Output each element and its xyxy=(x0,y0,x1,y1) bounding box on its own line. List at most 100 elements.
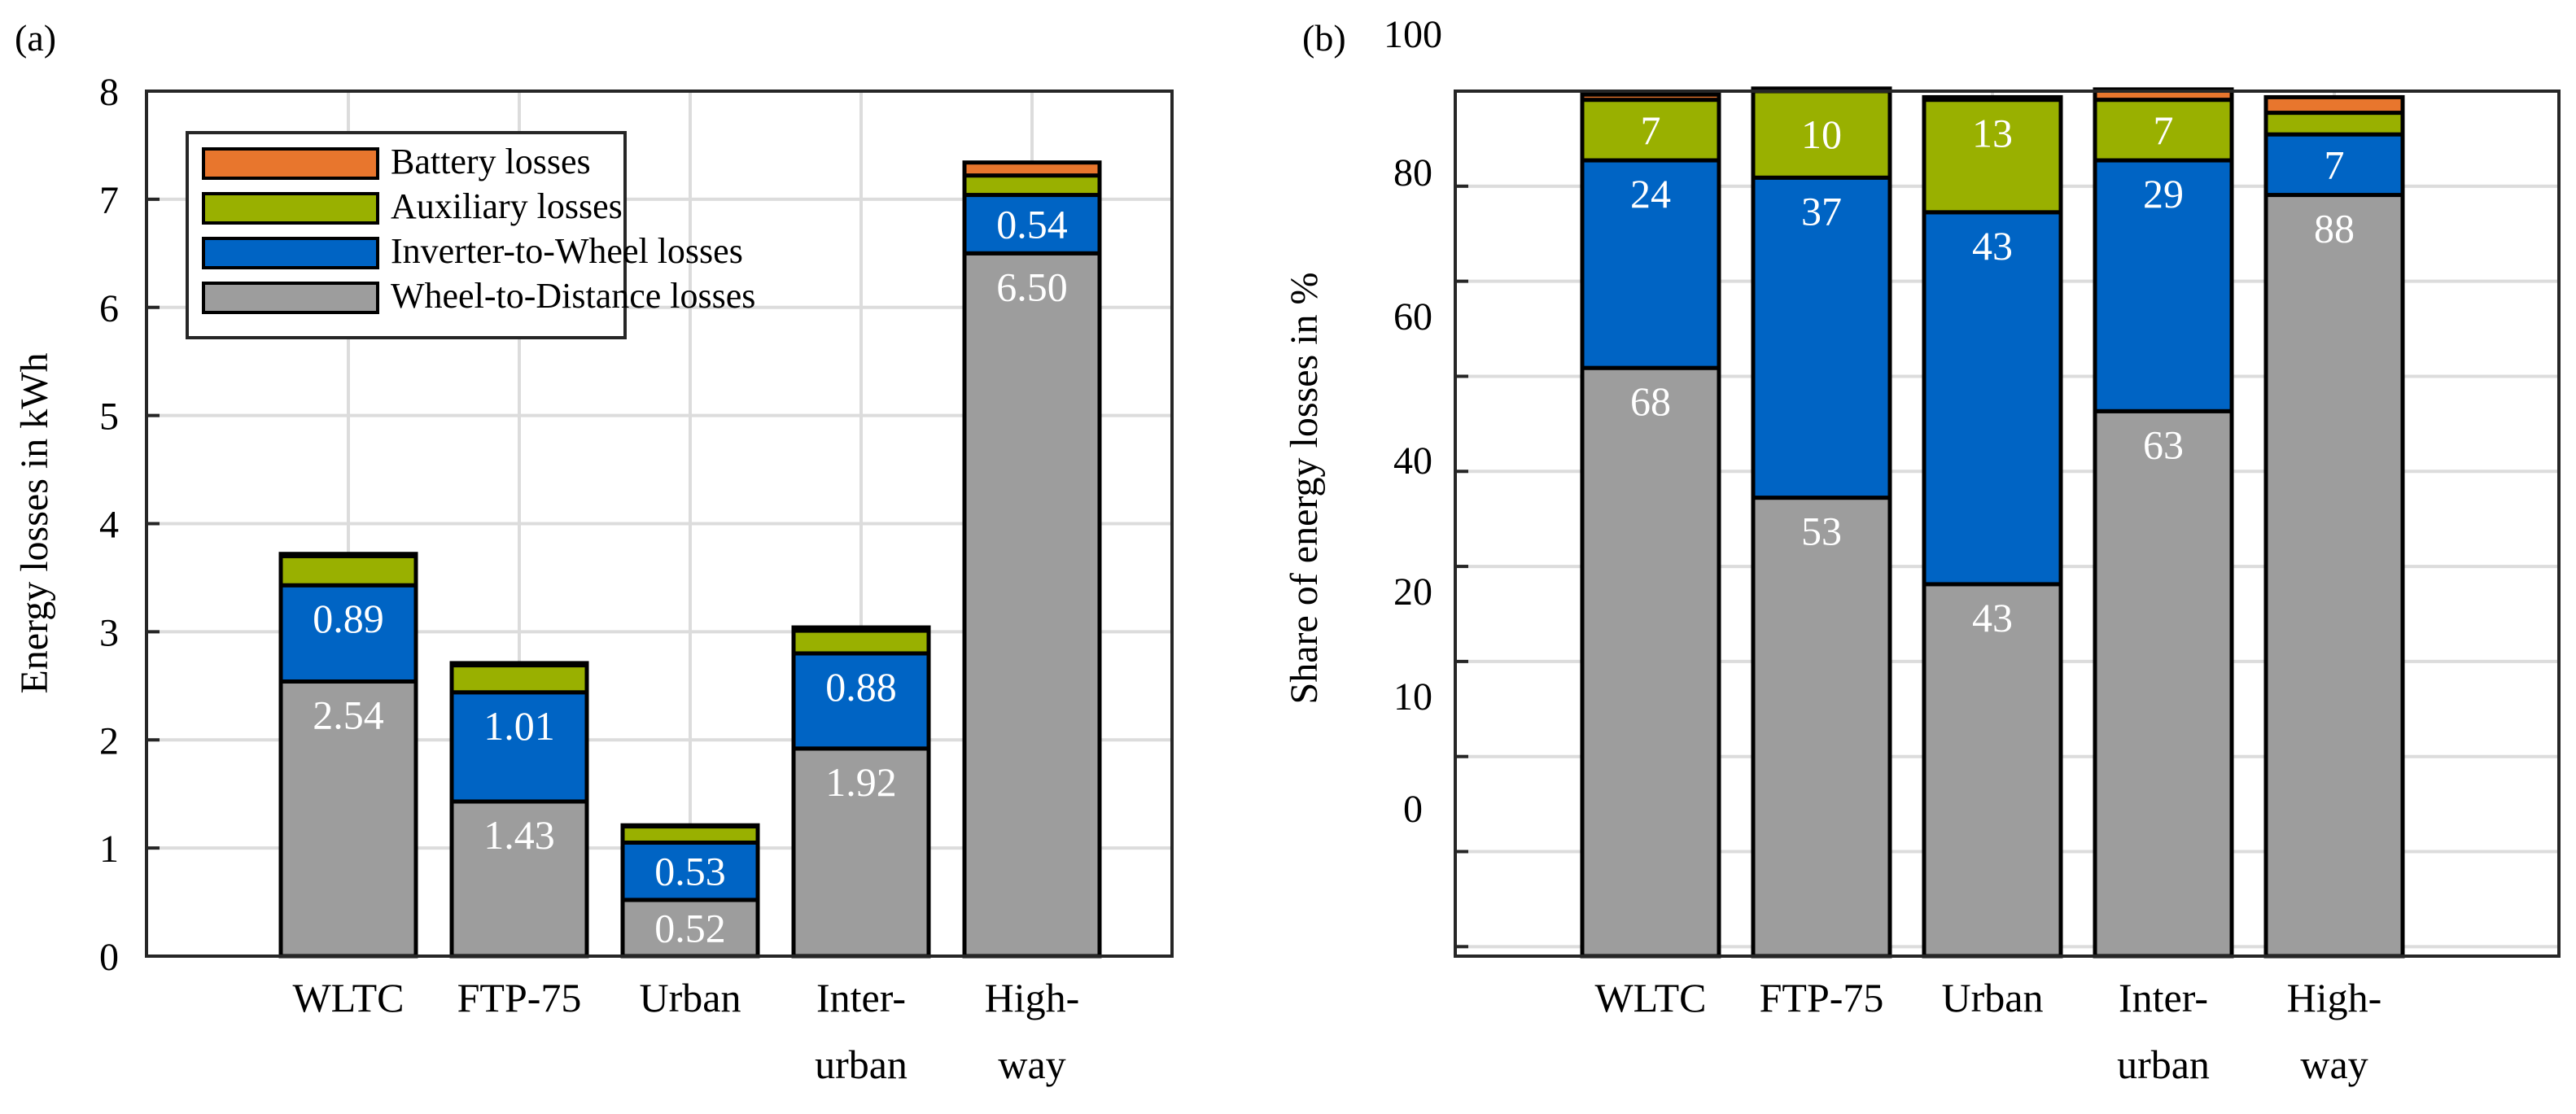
bar-segment-inverter-to-wheel-losses xyxy=(1922,210,2063,587)
bar-segment-battery-losses xyxy=(620,823,760,829)
data-label: 7 xyxy=(2154,107,2174,153)
y-tick-label: 5 xyxy=(99,395,119,439)
data-label: 43 xyxy=(1972,595,2013,640)
bar-segment-wheel-to-distance-losses xyxy=(791,746,931,959)
data-label: 43 xyxy=(1972,223,2013,269)
x-tick-label: urban xyxy=(2117,1042,2210,1087)
bar-segment-auxiliary-losses xyxy=(2263,111,2405,137)
data-label: 1.43 xyxy=(483,812,555,858)
data-label: 68 xyxy=(1630,378,1671,424)
panel-b: (b) 68 24 7 53 37 10 43 43 13 63 29 7 88 7 0 10 20 40 60 8… xyxy=(1283,13,2561,1087)
x-tick-label: FTP-75 xyxy=(457,975,582,1020)
bar-segment-battery-losses xyxy=(449,661,589,668)
bar-segment-auxiliary-losses xyxy=(1751,89,1892,180)
legend-label-inverter: Inverter-to-Wheel losses xyxy=(391,231,743,271)
legend: Battery losses Auxiliary losses Inverter… xyxy=(186,131,755,339)
data-label: 0.54 xyxy=(996,201,1068,247)
data-label: 0.88 xyxy=(825,664,897,710)
y-tick-label: 7 xyxy=(99,179,119,222)
y-tick-label: 3 xyxy=(99,611,119,654)
panel-a-y-ticks: 0 1 2 3 4 5 6 7 8 xyxy=(99,71,160,979)
bar-segment-inverter-to-wheel-losses xyxy=(1751,175,1892,500)
panel-a: (a) 2.54 0.89 1.43 1.01 0.52 0.53 1.92 0.88 6.50… xyxy=(13,17,1174,1087)
panel-b-label: (b) xyxy=(1302,17,1346,59)
x-tick-label: Urban xyxy=(640,975,741,1020)
legend-swatch-wheel xyxy=(202,282,379,314)
legend-item-inverter: Inverter-to-Wheel losses xyxy=(202,231,743,271)
bar-segment-battery-losses xyxy=(278,552,418,558)
bar-segment-inverter-to-wheel-losses xyxy=(1580,158,1721,370)
x-tick-label: way xyxy=(998,1042,1065,1087)
bar-segment-battery-losses xyxy=(962,160,1102,178)
x-tick-label: way xyxy=(2300,1042,2368,1087)
bar-segment-auxiliary-losses xyxy=(620,824,760,845)
panel-a-x-ticks: WLTC FTP-75 Urban Inter-urban High-way xyxy=(292,975,1079,1087)
bar-segment-wheel-to-distance-losses xyxy=(2093,408,2234,959)
data-label: 1.92 xyxy=(825,759,897,805)
bar-segment-auxiliary-losses xyxy=(1922,98,2063,215)
bar-segment-wheel-to-distance-losses xyxy=(1580,365,1721,959)
data-label: 0.89 xyxy=(313,596,384,641)
bar-segment-inverter-to-wheel-losses xyxy=(449,690,589,804)
data-label: 6.50 xyxy=(996,264,1068,309)
x-tick-label: High- xyxy=(2287,975,2382,1020)
data-label: 7 xyxy=(1641,107,1661,153)
legend-label-wheel: Wheel-to-Distance losses xyxy=(391,276,755,316)
legend-swatch-inverter xyxy=(202,237,379,269)
y-tick-label: 80 xyxy=(1393,151,1432,194)
data-label: 37 xyxy=(1801,188,1842,234)
data-label: 13 xyxy=(1972,111,2013,156)
legend-label-auxiliary: Auxiliary losses xyxy=(391,186,623,226)
legend-label-battery: Battery losses xyxy=(391,142,591,181)
panel-a-y-axis-label: Energy losses in kWh xyxy=(13,352,56,693)
bar-segment-battery-losses xyxy=(2263,94,2405,116)
y-tick-label: 40 xyxy=(1393,439,1432,483)
data-label: 0.52 xyxy=(654,905,726,950)
bar-segment-auxiliary-losses xyxy=(962,173,1102,198)
legend-swatch-battery xyxy=(202,147,379,180)
legend-swatch-auxiliary xyxy=(202,192,379,225)
bar-segment-wheel-to-distance-losses xyxy=(1922,582,2063,959)
x-tick-label: Urban xyxy=(1942,975,2044,1020)
x-tick-label: WLTC xyxy=(292,975,404,1020)
bar-segment-inverter-to-wheel-losses xyxy=(2093,158,2234,413)
legend-item-wheel: Wheel-to-Distance losses xyxy=(202,276,755,316)
bar-segment-battery-losses xyxy=(1922,94,2063,103)
bar-segment-auxiliary-losses xyxy=(278,553,418,588)
bar-segment-wheel-to-distance-losses xyxy=(2263,193,2405,959)
y-tick-label: 0 xyxy=(1403,788,1423,831)
panel-b-y-axis-label: Share of energy losses in % xyxy=(1283,273,1326,705)
y-tick-label: 4 xyxy=(99,504,119,547)
data-label: 88 xyxy=(2314,206,2355,251)
panel-b-x-ticks: WLTC FTP-75 Urban Inter-urban High-way xyxy=(1594,975,2381,1087)
bar-segment-auxiliary-losses xyxy=(791,628,931,656)
y-tick-label: 100 xyxy=(1384,13,1442,56)
data-label: 53 xyxy=(1801,509,1842,554)
panel-b-bars: 68 24 7 53 37 10 43 43 13 63 29 7 88 7 xyxy=(1580,86,2405,959)
data-label: 2.54 xyxy=(313,692,384,737)
data-label: 24 xyxy=(1630,171,1671,216)
panel-b-axes-box xyxy=(1454,90,2561,958)
data-label: 0.53 xyxy=(654,849,726,894)
y-tick-label: 1 xyxy=(99,828,119,871)
bar-segment-battery-losses xyxy=(1580,92,1721,103)
bar-segment-wheel-to-distance-losses xyxy=(278,679,418,959)
bar-segment-inverter-to-wheel-losses xyxy=(2263,132,2405,198)
y-tick-label: 0 xyxy=(99,936,119,979)
x-tick-label: High- xyxy=(985,975,1080,1020)
y-tick-label: 8 xyxy=(99,71,119,114)
bar-segment-inverter-to-wheel-losses xyxy=(278,583,418,684)
data-label: 1.01 xyxy=(483,703,555,749)
bar-segment-battery-losses xyxy=(791,625,931,633)
y-tick-label: 10 xyxy=(1393,675,1432,719)
x-tick-label: FTP-75 xyxy=(1760,975,1884,1020)
x-tick-label: Inter- xyxy=(2119,975,2208,1020)
y-tick-label: 60 xyxy=(1393,295,1432,339)
y-tick-label: 2 xyxy=(99,719,119,762)
data-label: 10 xyxy=(1801,111,1842,157)
data-label: 63 xyxy=(2143,422,2184,467)
y-tick-label: 6 xyxy=(99,287,119,330)
panel-b-y-ticks: 0 10 20 40 60 80 100 xyxy=(1384,13,1468,949)
data-label: 7 xyxy=(2325,142,2345,187)
bar-segment-auxiliary-losses xyxy=(449,663,589,695)
